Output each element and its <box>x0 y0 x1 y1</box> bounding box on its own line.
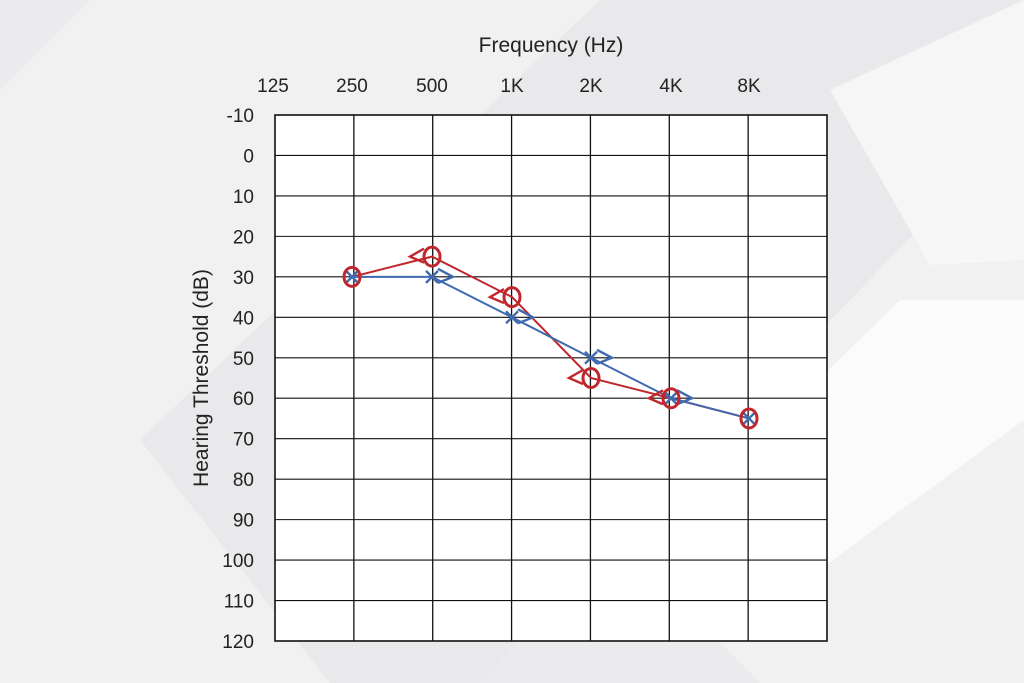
y-tick-label: 100 <box>222 551 254 572</box>
right-bone-marker-lt <box>646 389 664 406</box>
x-tick-label: 8K <box>737 76 761 97</box>
right-air-marker-o <box>422 245 442 268</box>
series-layer <box>342 245 759 430</box>
y-tick-label: 110 <box>224 592 254 613</box>
y-tick-label: 60 <box>233 389 254 410</box>
y-tick-label: 50 <box>233 349 254 370</box>
right-bone-marker-lt <box>407 247 425 264</box>
right-air-marker-o <box>342 265 362 288</box>
left-bone-marker-gt <box>676 389 695 406</box>
y-axis-title: Hearing Threshold (dB) <box>190 269 213 487</box>
x-tick-label: 125 <box>257 76 289 97</box>
right-air-marker-o <box>661 387 681 410</box>
y-tick-label: 20 <box>233 227 254 248</box>
y-tick-label: 120 <box>222 632 254 653</box>
y-tick-label: 70 <box>233 430 254 451</box>
y-tick-label: 80 <box>233 470 254 491</box>
plot-area <box>274 114 828 642</box>
y-tick-labels: -10 0 10 20 30 40 50 60 70 80 90 100 110 120 <box>222 106 254 653</box>
left-air-marker-x <box>584 350 598 365</box>
left-bone-marker-gt <box>517 308 536 325</box>
right-air-marker-o <box>739 407 759 430</box>
right-air-marker-o <box>581 367 601 389</box>
x-tick-label: 1K <box>500 76 524 97</box>
x-tick-label: 4K <box>659 76 683 97</box>
right-bone-marker-lt <box>566 368 584 386</box>
y-tick-label: 10 <box>233 187 254 208</box>
left-air-marker-x <box>425 269 439 284</box>
x-tick-label: 500 <box>416 76 448 97</box>
x-tick-label: 2K <box>579 76 603 97</box>
left-air-marker-x <box>742 411 756 426</box>
y-tick-label: 30 <box>233 268 254 289</box>
left-air-marker-x <box>345 269 359 284</box>
left-air-marker-x <box>664 391 678 406</box>
right-air-marker-o <box>502 286 522 309</box>
y-tick-label: 0 <box>243 146 254 167</box>
left-bone-marker-gt <box>596 348 615 365</box>
left-bone-marker-gt <box>437 267 456 284</box>
y-tick-label: 90 <box>233 511 254 532</box>
right-bone-marker-lt <box>487 288 505 305</box>
y-tick-label: 40 <box>233 308 254 329</box>
left-air-marker-x <box>505 310 519 325</box>
x-axis-title: Frequency (Hz) <box>479 34 624 57</box>
x-tick-labels: 125 250 500 1K 2K 4K 8K <box>257 76 761 97</box>
x-tick-label: 250 <box>336 76 368 97</box>
grid <box>275 115 827 641</box>
y-tick-label: -10 <box>227 106 254 127</box>
